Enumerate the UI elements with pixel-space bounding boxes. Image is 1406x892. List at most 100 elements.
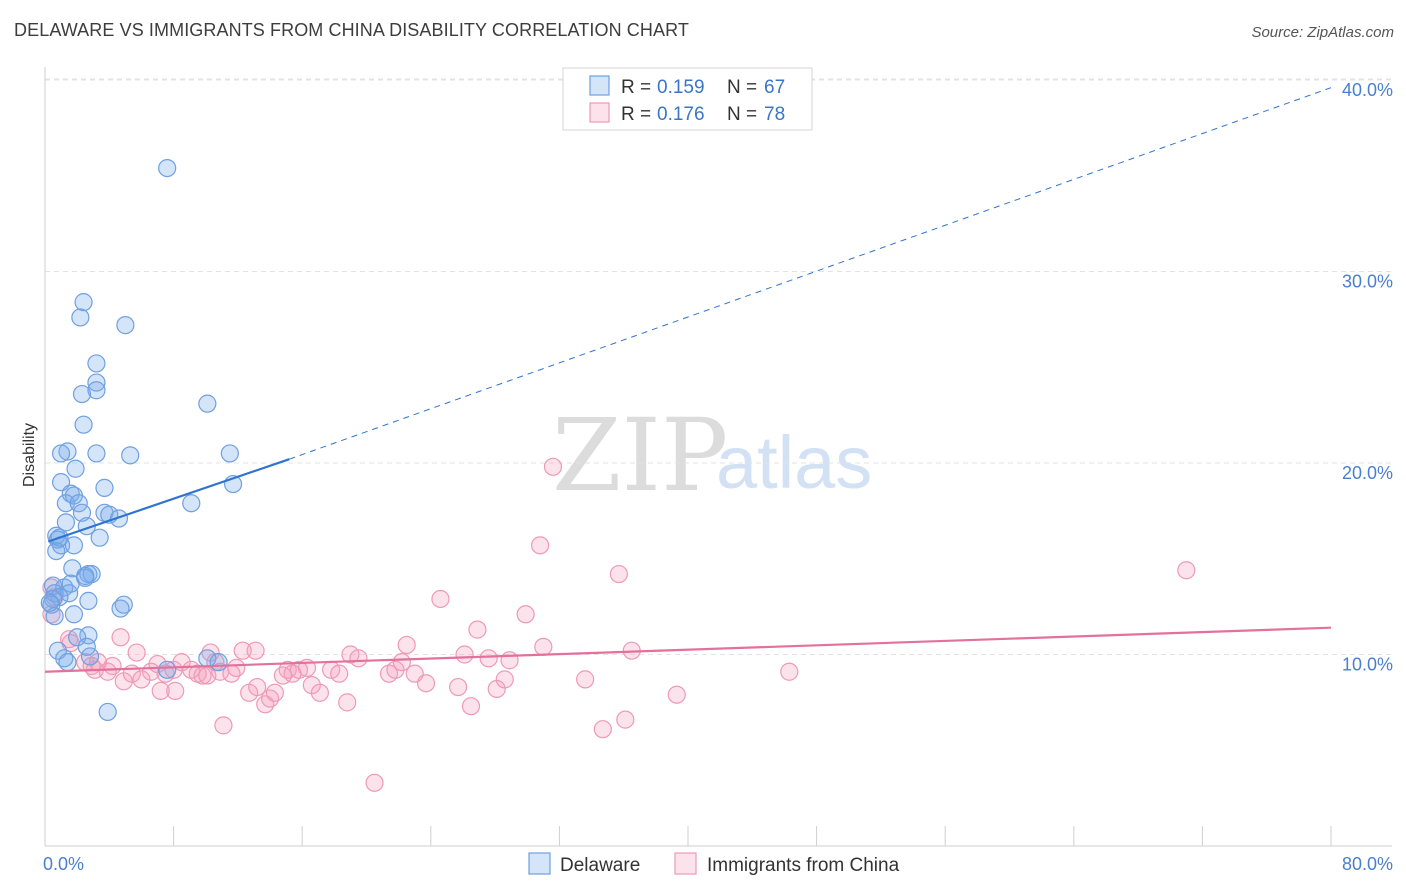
legend-n-value-delaware: 67 [764,77,785,98]
point-china-78 [1177,561,1196,580]
point-delaware-52 [79,626,98,645]
point-delaware-51 [45,607,64,626]
point-delaware-21 [56,494,75,513]
point-delaware-18 [95,478,114,497]
legend-box [562,67,813,131]
point-china-52 [365,773,384,792]
point-china-30 [214,716,233,735]
legend-swatch-delaware [589,75,610,96]
point-delaware-58 [58,653,77,672]
point-delaware-25 [72,503,92,522]
point-delaware-9 [74,415,93,434]
point-china-46 [310,683,329,702]
point-delaware-54 [77,637,96,656]
point-delaware-5 [87,373,106,392]
point-china-72 [593,720,612,739]
point-china-59 [431,589,450,609]
point-china-2 [42,605,61,624]
point-china-60 [449,677,468,697]
point-delaware-66 [40,593,59,612]
bottom-legend-swatch-china [674,852,697,875]
point-delaware-23 [182,494,201,513]
legend-r-value-china: 0.176 [657,104,705,125]
point-china-64 [479,649,498,668]
point-china-58 [416,674,436,693]
point-delaware-57 [80,647,100,666]
point-delaware-27 [109,509,129,528]
point-china-71 [576,670,595,689]
point-delaware-53 [68,628,87,647]
point-china-76 [667,685,686,704]
point-delaware-49 [111,599,130,618]
trend-line-delaware [47,458,290,543]
legend-r-label-delaware: R = [621,77,651,98]
point-delaware-11 [51,444,71,463]
point-china-33 [233,641,252,660]
point-delaware-28 [56,513,75,532]
legend-swatch-china [589,102,610,123]
legend: R = 0.159 N = 67 R = 0.176 N = 78 [562,67,813,131]
point-delaware-8 [198,394,217,413]
point-delaware-14 [220,444,239,463]
legend-n-label-delaware: N = [727,77,757,98]
bottom-legend-label-china: Immigrants from China [707,855,900,876]
point-china-38 [260,689,280,708]
point-delaware-15 [66,459,85,478]
point-delaware-61 [158,660,177,679]
tick-labels: 10.0% 20.0% 30.0% 40.0% 0.0% 80.0% [43,80,1393,874]
point-china-39 [265,683,284,702]
watermark-zip: ZIP [552,397,728,514]
point-china-35 [246,641,265,660]
point-china-49 [338,693,357,712]
point-delaware-1 [74,293,93,312]
y-tick-label-30: 30.0% [1342,272,1393,292]
point-china-11 [111,628,130,647]
point-china-68 [516,605,535,624]
point-china-77 [780,662,799,681]
point-delaware-10 [58,442,77,461]
point-china-18 [151,681,170,700]
point-china-32 [227,658,246,678]
point-delaware-7 [72,384,92,404]
point-china-56 [397,635,416,655]
point-china-15 [132,670,151,689]
point-china-36 [248,677,267,697]
point-delaware-50 [64,605,84,624]
y-tick-label-20: 20.0% [1342,463,1393,483]
bottom-legend-label-delaware: Delaware [560,855,640,876]
chart-title: DELAWARE VS IMMIGRANTS FROM CHINA DISABI… [14,20,689,40]
point-delaware-32 [90,528,109,547]
x-tick-label-min: 0.0% [43,854,84,874]
point-delaware-0 [158,158,177,178]
point-delaware-2 [71,308,90,327]
bottom-legend-swatch-delaware [528,852,551,875]
legend-r-label-china: R = [621,104,651,125]
axes [44,67,1392,847]
point-delaware-13 [121,446,140,465]
point-delaware-35 [47,541,66,561]
y-axis-title: Disability [21,423,38,487]
trend-extension-delaware [289,87,1332,460]
y-tick-label-40: 40.0% [1342,80,1393,100]
trend-lines [44,87,1332,673]
point-delaware-34 [64,536,84,555]
point-delaware-40 [43,576,63,595]
point-china-62 [461,697,481,716]
point-china-48 [330,664,349,683]
point-delaware-60 [209,653,228,672]
point-china-9 [98,662,117,681]
point-china-67 [500,651,519,670]
legend-n-value-china: 78 [764,104,785,125]
x-tick-label-max: 80.0% [1342,854,1393,874]
point-delaware-62 [98,702,117,722]
bottom-legend: Delaware Immigrants from China [528,852,900,876]
point-delaware-46 [79,591,98,610]
legend-r-value-delaware: 0.159 [657,77,705,98]
point-china-10 [103,656,122,676]
point-china-51 [349,649,368,668]
point-china-73 [609,564,628,584]
source-label: Source: ZipAtlas.com [1251,24,1394,41]
point-china-74 [616,710,635,729]
point-china-66 [495,670,514,689]
point-delaware-65 [76,566,95,586]
